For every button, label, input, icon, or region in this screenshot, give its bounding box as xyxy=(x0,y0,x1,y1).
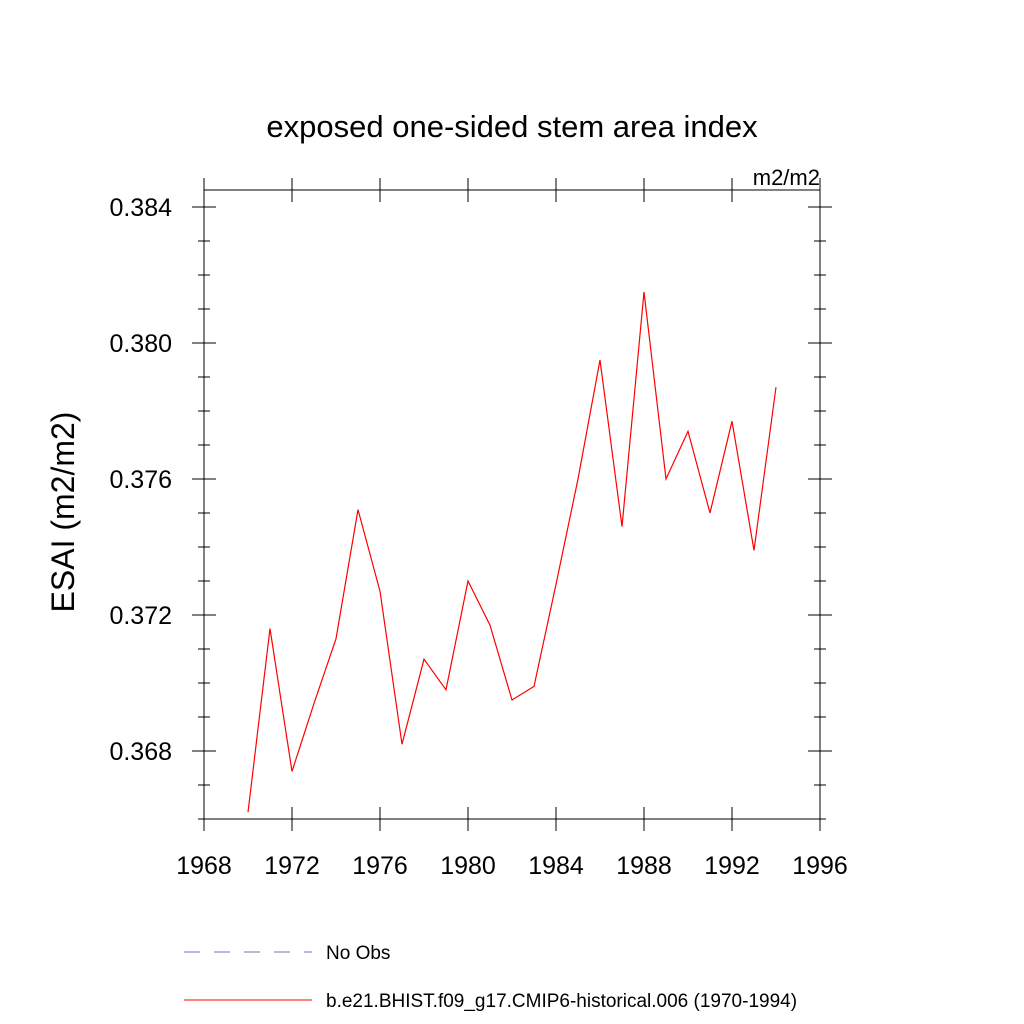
y-tick-label: 0.376 xyxy=(109,466,172,494)
y-tick-label: 0.380 xyxy=(109,330,172,358)
chart-title: exposed one-sided stem area index xyxy=(266,109,758,144)
y-tick-label: 0.372 xyxy=(109,602,172,630)
plot-frame xyxy=(203,189,821,820)
x-tick-label: 1992 xyxy=(704,852,760,880)
series-line xyxy=(247,291,777,813)
axes: 1968 1972 1976 1980 1984 1988 1992 1996 0.368 0.3… xyxy=(109,178,848,880)
y-tick-label: 0.368 xyxy=(109,738,172,766)
x-tick-label: 1972 xyxy=(264,852,320,880)
x-tick-label: 1980 xyxy=(440,852,496,880)
y-axis-label: ESAI (m2/m2) xyxy=(45,412,81,613)
legend: No Obs b.e21.BHIST.f09_g17.CMIP6-historic… xyxy=(184,943,797,1012)
legend-label: No Obs xyxy=(326,943,390,964)
units-label: m2/m2 xyxy=(753,165,820,190)
y-tick-label: 0.384 xyxy=(109,194,172,222)
x-tick-label: 1976 xyxy=(352,852,408,880)
x-tick-label: 1996 xyxy=(792,852,848,880)
x-tick-label: 1988 xyxy=(616,852,672,880)
legend-label: b.e21.BHIST.f09_g17.CMIP6-historical.006… xyxy=(326,991,797,1012)
x-tick-label: 1968 xyxy=(176,852,232,880)
x-tick-label: 1984 xyxy=(528,852,584,880)
series-layer xyxy=(247,291,777,813)
